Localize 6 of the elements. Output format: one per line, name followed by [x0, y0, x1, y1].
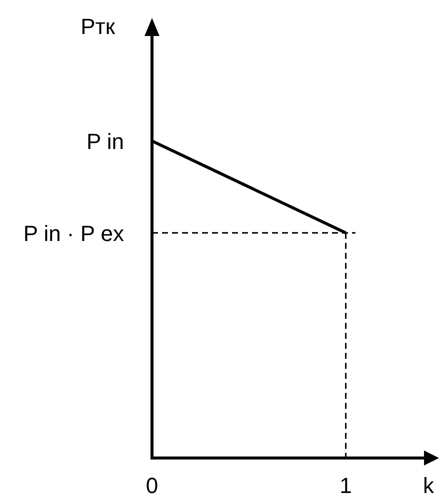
x-tick-label: 1: [340, 472, 352, 497]
y-axis-title: Ртк: [80, 14, 116, 38]
x-axis-title: k: [423, 472, 435, 497]
annotation: P in: [86, 128, 124, 154]
annotation: P in · P ex: [23, 220, 124, 246]
x-tick-label: 0: [146, 472, 158, 497]
